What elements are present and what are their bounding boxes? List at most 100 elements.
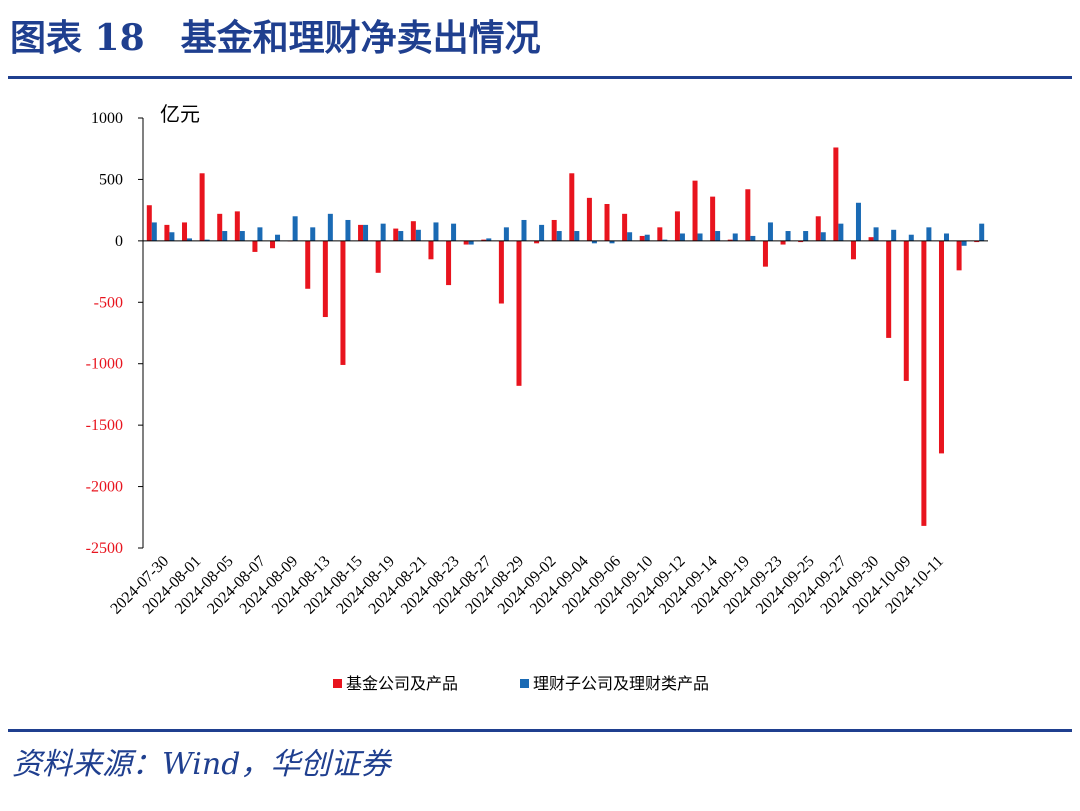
bar-wealth [539,224,545,241]
bar-fund [692,180,698,241]
bar-fund [710,196,716,241]
bar-fund [833,147,839,241]
bar-wealth [556,231,562,241]
bar-fund [551,219,557,241]
bar-wealth [820,232,826,241]
bar-wealth [961,240,967,246]
bar-wealth [979,223,985,241]
bar-fund [938,240,944,454]
bar-wealth [574,231,580,241]
bar-wealth [486,238,492,241]
bar-wealth [222,231,228,241]
footer-divider [8,729,1072,732]
y-tick-label: -1500 [86,417,123,434]
bar-chart: 1000 500 0 -500 -1000 -1500 -2000 -2500 2024-07… [86,102,988,693]
bar-fund [393,228,399,241]
bar-fund [622,213,628,241]
bar-fund [358,224,364,241]
bar-fund [199,173,205,241]
y-tick-label: 500 [99,171,123,188]
bar-fund [146,205,152,241]
bar-wealth [803,231,809,241]
bar-fund [534,240,540,244]
bar-fund [234,211,240,241]
bar-fund [428,240,434,260]
bar-wealth [785,231,791,241]
bar-fund [657,227,663,241]
bar-fund [182,222,188,241]
bar-fund [164,224,170,241]
legend-swatch-fund [333,679,342,688]
bar-wealth [873,227,879,241]
bar-fund [780,240,786,245]
bar-wealth [767,222,773,241]
bar-wealth [521,219,527,241]
bar-wealth [715,231,721,241]
bar-wealth [345,219,351,241]
bar-wealth [415,229,421,241]
bar-fund [674,211,680,241]
unit-label: 亿元 [160,102,200,126]
bar-fund [868,237,874,241]
y-tick-label: -1000 [86,356,123,373]
bar-fund [886,240,892,338]
bar-fund [569,173,575,241]
bar-fund [481,239,487,241]
bar-wealth [380,223,386,241]
bar-fund [815,216,821,241]
bar-wealth [855,202,861,241]
bar-wealth [310,227,316,241]
bar-fund [586,197,592,241]
bar-fund [604,204,610,241]
bar-fund [727,239,733,241]
bar-wealth [503,227,509,241]
legend-label-wealth: 理财子公司及理财类产品 [533,674,709,693]
bar-wealth [750,235,756,241]
bar-fund [340,240,346,365]
bar-fund [745,189,751,241]
legend-label-fund: 基金公司及产品 [346,674,458,693]
bars [146,147,985,526]
bar-fund [850,240,856,260]
source-note: 资料来源：Wind，华创证券 [12,747,391,782]
bar-wealth [627,232,633,241]
figure-title: 图表 18 基金和理财净卖出情况 [10,17,541,59]
bar-wealth [398,231,404,241]
bar-fund [921,240,927,526]
bar-fund [498,240,504,304]
bar-fund [270,240,276,249]
bar-wealth [327,213,333,241]
bar-fund [252,240,258,252]
bar-wealth [662,239,668,241]
bar-wealth [239,231,245,241]
y-tick-label: -2000 [86,479,123,496]
bar-wealth [609,240,615,244]
bar-wealth [891,229,897,241]
bar-wealth [275,234,281,241]
y-tick-label: 0 [115,233,123,250]
bar-wealth [679,233,685,241]
bar-fund [639,235,645,241]
bar-fund [305,240,311,289]
bar-wealth [187,238,193,241]
bar-fund [217,213,223,241]
bar-wealth [468,240,474,245]
bar-wealth [451,223,457,241]
bar-wealth [204,239,210,241]
bar-fund [410,221,416,241]
bar-fund [516,240,522,386]
y-axis: 1000 500 0 -500 -1000 -1500 -2000 -2500 [86,110,144,557]
y-tick-label: -2500 [86,540,123,557]
bar-fund [322,240,328,318]
bar-fund [762,240,768,267]
bar-wealth [697,233,703,241]
bar-fund [446,240,452,286]
bar-fund [463,240,469,245]
bar-fund [974,240,980,243]
title-divider [8,76,1072,79]
legend: 基金公司及产品 理财子公司及理财类产品 [333,674,709,693]
bar-fund [798,240,804,243]
bar-wealth [591,240,597,244]
bar-wealth [257,227,263,241]
bar-wealth [433,222,439,241]
